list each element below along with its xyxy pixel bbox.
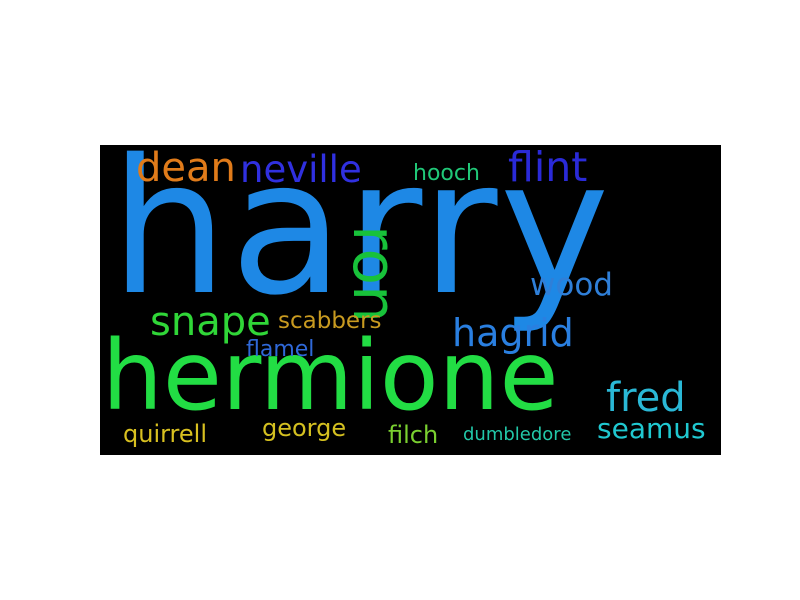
word-cloud: harry hermione dean neville hooch flint … [100, 145, 721, 455]
word-neville: neville [240, 148, 362, 191]
word-fred: fred [606, 375, 686, 421]
word-wood: wood [530, 267, 613, 303]
word-snape: snape [150, 299, 271, 345]
word-hagrid: hagrid [452, 311, 574, 355]
word-filch: filch [388, 421, 439, 449]
word-hooch: hooch [413, 161, 480, 186]
word-scabbers: scabbers [278, 308, 382, 334]
word-flint: flint [508, 145, 588, 191]
word-dumbledore: dumbledore [463, 424, 572, 445]
word-seamus: seamus [597, 412, 706, 445]
word-quirrell: quirrell [123, 420, 207, 448]
word-george: george [262, 414, 347, 442]
word-flamel: flamel [246, 337, 315, 362]
word-dean: dean [136, 145, 236, 191]
word-hermione: hermione [102, 320, 559, 432]
word-harry: harry [110, 145, 612, 336]
